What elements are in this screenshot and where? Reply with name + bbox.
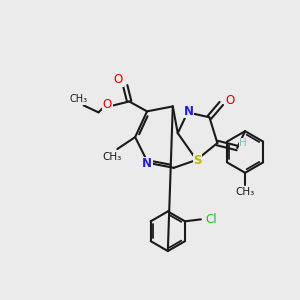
Text: S: S: [193, 154, 202, 167]
Text: O: O: [103, 98, 112, 111]
Text: H: H: [239, 138, 247, 148]
Text: CH₃: CH₃: [236, 187, 255, 196]
Text: CH₃: CH₃: [70, 94, 88, 104]
Text: N: N: [184, 105, 194, 118]
Text: O: O: [226, 94, 235, 107]
Text: N: N: [142, 158, 152, 170]
Text: O: O: [114, 73, 123, 86]
Text: Cl: Cl: [205, 213, 217, 226]
Text: CH₃: CH₃: [103, 152, 122, 162]
